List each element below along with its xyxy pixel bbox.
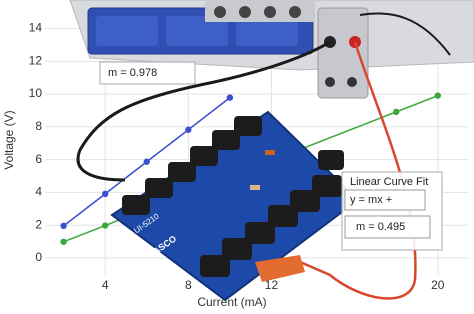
data-point [226,94,234,101]
annotation: m = 0.978 [108,67,157,79]
data-point [101,190,109,198]
y-tick-label: 8 [35,119,42,133]
data-point [101,222,109,229]
y-tick-label: 0 [35,250,42,264]
data-point [60,238,67,245]
annotation: Linear Curve Fit [350,176,428,188]
y-tick-label: 2 [35,217,42,231]
y-tick-label: 10 [29,86,43,100]
interface-unit [69,0,474,99]
annotation-box [344,189,426,211]
x-tick-label: 8 [185,278,192,292]
y-tick-label: 6 [35,152,42,166]
annotation-box [99,61,196,85]
x-tick-label: 20 [431,278,445,292]
annotation: y = mx + [350,194,392,206]
y-axis-title: Voltage (V) [2,110,16,169]
x-tick-label: 12 [265,278,279,292]
data-point [393,108,400,116]
red-plug [255,255,305,282]
data-point [434,92,442,99]
annotation: m = 0.495 [356,221,405,233]
red-cable [299,41,417,300]
x-tick-label: 4 [102,278,109,292]
annotation-box [344,215,431,239]
y-tick-label: 4 [35,185,42,199]
x-axis-title: Current (mA) [197,295,266,309]
black-cable [359,12,451,56]
data-point [60,222,67,230]
y-tick-label: 14 [29,21,43,35]
data-point [143,158,150,165]
data-point [185,126,192,133]
y-tick-label: 12 [29,53,43,67]
circuit-board: UI-5210 PASCO [110,110,360,302]
black-cable [76,40,331,182]
